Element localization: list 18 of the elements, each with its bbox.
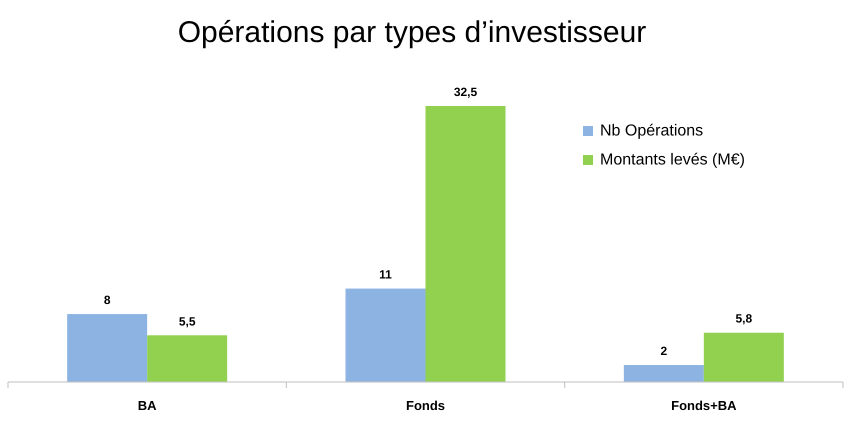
bar	[426, 106, 506, 382]
data-label: 5,5	[178, 314, 196, 328]
bar	[67, 314, 148, 382]
data-label: 32,5	[454, 85, 478, 99]
legend-label: Montants levés (M€)	[600, 152, 745, 168]
bar	[346, 288, 426, 382]
data-label: 5,8	[735, 312, 752, 326]
bar	[147, 335, 228, 382]
x-tick-label: Fonds	[406, 398, 445, 413]
bar	[704, 332, 784, 382]
chart-title: Opérations par types d’investisseur	[178, 16, 646, 49]
x-tick-label: BA	[138, 398, 158, 413]
legend-label: Nb Opérations	[600, 122, 704, 140]
data-label: 2	[660, 344, 668, 358]
x-tick-label: Fonds+BA	[671, 398, 738, 413]
data-label: 8	[104, 293, 111, 308]
data-label: 11	[379, 268, 392, 282]
bar	[624, 365, 704, 382]
